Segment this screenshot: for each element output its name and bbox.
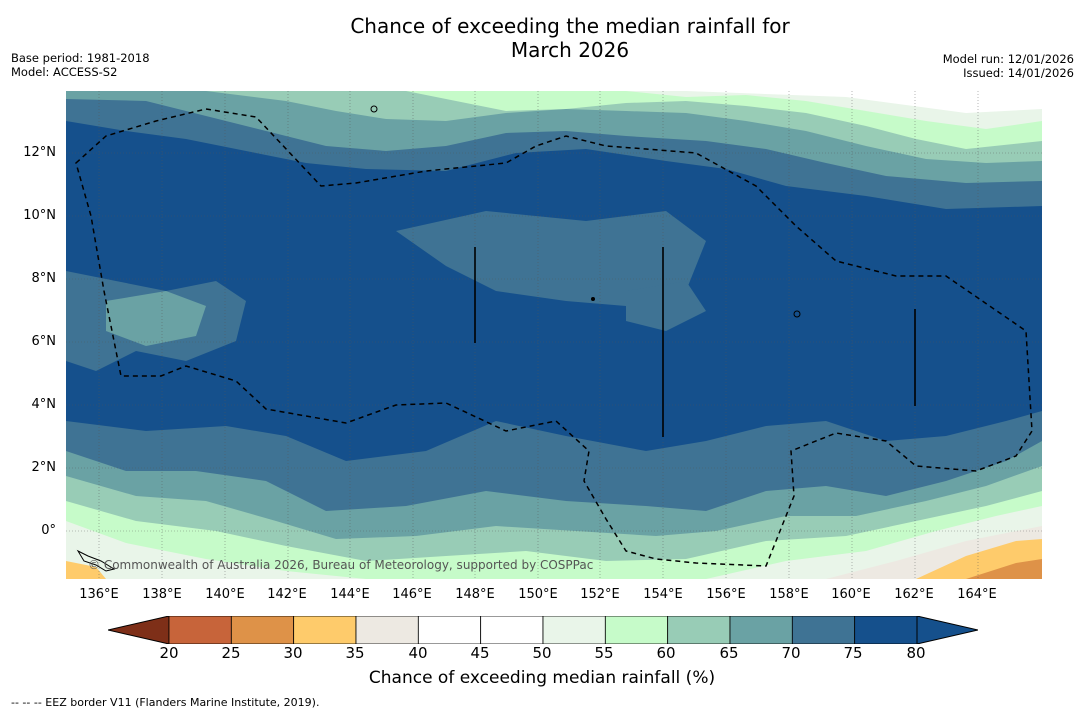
- cb-tick-25: 25: [221, 644, 241, 662]
- graticule: [66, 91, 1042, 579]
- lon-label-148e: 148°E: [455, 587, 495, 602]
- meta-left: Base period: 1981-2018 Model: ACCESS-S2: [11, 51, 150, 79]
- band-50-north: [686, 91, 1042, 113]
- map-title: Chance of exceeding the median rainfall …: [270, 14, 870, 62]
- band-30-south-east: [966, 559, 1042, 579]
- rainfall-map: [66, 91, 1042, 579]
- colorbar-cell-65-70: [729, 616, 793, 644]
- lon-label-144e: 144°E: [330, 587, 370, 602]
- lon-label-160e: 160°E: [831, 587, 871, 602]
- lon-label-136e: 136°E: [79, 587, 119, 602]
- lat-label-8n: 8°N: [31, 271, 57, 286]
- colorbar: [108, 616, 978, 644]
- colorbar-cells: [168, 616, 918, 644]
- map-canvas: [66, 91, 1042, 579]
- lon-label-158e: 158°E: [769, 587, 809, 602]
- band-35-south-west: [66, 561, 106, 579]
- colorbar-cell-30-35: [293, 616, 357, 644]
- cb-tick-40: 40: [408, 644, 428, 662]
- base-period: Base period: 1981-2018: [11, 51, 150, 65]
- lon-label-154e: 154°E: [643, 587, 683, 602]
- cb-tick-30: 30: [283, 644, 303, 662]
- band-60-south: [66, 491, 1042, 579]
- lat-label-0: 0°: [41, 523, 56, 538]
- island-4: [76, 549, 116, 572]
- title-line-1: Chance of exceeding the median rainfall …: [350, 14, 790, 38]
- cb-tick-55: 55: [594, 644, 614, 662]
- cb-tick-45: 45: [470, 644, 490, 662]
- cb-tick-60: 60: [656, 644, 676, 662]
- issued-date: Issued: 14/01/2026: [963, 66, 1074, 80]
- lon-label-150e: 150°E: [518, 587, 558, 602]
- lon-label-152e: 152°E: [580, 587, 620, 602]
- lon-label-156e: 156°E: [706, 587, 746, 602]
- colorbar-cell-20-25: [168, 616, 232, 644]
- colorbar-low-extend: [108, 616, 170, 644]
- colorbar-cell-40-45: [417, 616, 482, 644]
- lat-label-10n: 10°N: [23, 208, 56, 223]
- colorbar-label: Chance of exceeding median rainfall (%): [368, 668, 716, 688]
- lat-label-12n: 12°N: [23, 145, 56, 160]
- colorbar-cell-60-65: [667, 616, 731, 644]
- colorbar-cell-75-80: [854, 616, 918, 644]
- eez-footnote: -- -- -- EEZ border V11 (Flanders Marine…: [11, 696, 320, 709]
- cb-tick-20: 20: [159, 644, 179, 662]
- cb-tick-70: 70: [781, 644, 801, 662]
- lat-label-6n: 6°N: [31, 334, 57, 349]
- island-2: [793, 310, 801, 318]
- model-run: Model run: 12/01/2026: [942, 52, 1074, 66]
- lon-label-140e: 140°E: [205, 587, 245, 602]
- model-name: Model: ACCESS-S2: [11, 65, 118, 79]
- cb-tick-35: 35: [345, 644, 365, 662]
- colorbar-cell-70-75: [791, 616, 856, 644]
- copyright-notice: © Commonwealth of Australia 2026, Bureau…: [88, 558, 594, 572]
- patch-center: [396, 211, 706, 306]
- lon-label-138e: 138°E: [142, 587, 182, 602]
- colorbar-cell-45-50: [480, 616, 544, 644]
- colorbar-cell-50-55: [542, 616, 606, 644]
- patch-center-2: [626, 281, 706, 331]
- lat-label-2n: 2°N: [31, 460, 57, 475]
- lon-label-146e: 146°E: [392, 587, 432, 602]
- cb-tick-65: 65: [719, 644, 739, 662]
- cb-tick-75: 75: [843, 644, 863, 662]
- colorbar-cell-55-60: [604, 616, 669, 644]
- lon-label-164e: 164°E: [957, 587, 997, 602]
- island-1: [370, 105, 378, 113]
- colorbar-cell-25-30: [230, 616, 295, 644]
- island-3: [591, 297, 595, 301]
- lon-label-142e: 142°E: [267, 587, 307, 602]
- cb-tick-50: 50: [532, 644, 552, 662]
- colorbar-high-extend: [916, 616, 978, 644]
- title-line-2: March 2026: [510, 38, 630, 62]
- band-55-south-west: [66, 521, 366, 579]
- lat-label-4n: 4°N: [31, 397, 57, 412]
- patch-west-inner: [106, 291, 206, 346]
- colorbar-cell-35-40: [355, 616, 419, 644]
- meta-right: Model run: 12/01/2026 Issued: 14/01/2026: [943, 52, 1074, 80]
- lon-label-162e: 162°E: [894, 587, 934, 602]
- eez-border: [75, 108, 1033, 567]
- cb-tick-80: 80: [906, 644, 926, 662]
